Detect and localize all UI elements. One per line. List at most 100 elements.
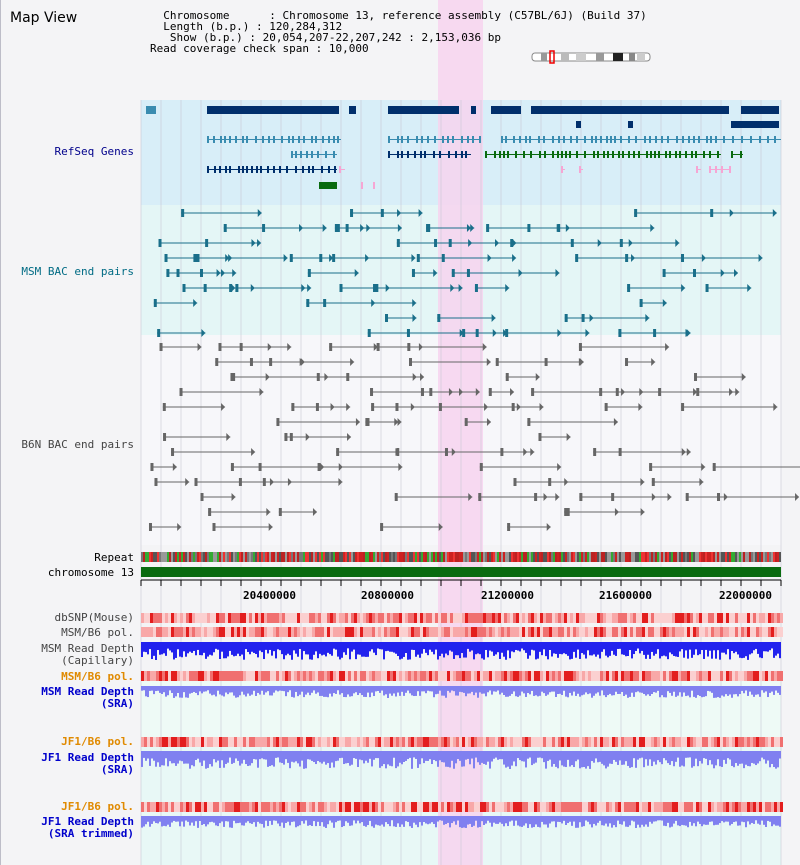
read-depth-bar: [523, 686, 525, 694]
read-depth-bar: [721, 816, 723, 822]
read-depth-bar: [727, 751, 729, 759]
snp-density-mark: [243, 671, 246, 681]
read-depth-bar: [301, 751, 303, 761]
read-depth-bar: [583, 686, 585, 695]
read-depth-bar: [473, 816, 475, 826]
snp-density-mark: [576, 671, 579, 681]
read-depth-bar: [267, 751, 269, 767]
read-depth-bar: [561, 686, 563, 695]
snp-density-mark: [441, 671, 444, 681]
bac-end: [513, 478, 517, 486]
gene-exon: [427, 136, 429, 143]
read-depth-bar: [579, 816, 581, 823]
snp-density-mark: [711, 802, 714, 812]
read-depth-bar: [193, 816, 195, 826]
read-depth-bar: [253, 816, 255, 823]
read-depth-bar: [661, 686, 663, 696]
repeat-mark: [287, 552, 289, 562]
read-depth-bar: [657, 751, 659, 761]
read-depth-bar: [641, 751, 643, 758]
snp-density-mark: [312, 627, 315, 637]
read-depth-bar: [253, 751, 255, 760]
snp-density-mark: [162, 737, 165, 747]
repeat-mark: [379, 552, 381, 562]
gene-exon: [669, 151, 671, 158]
gene-exon: [584, 151, 586, 158]
repeat-mark: [245, 552, 247, 562]
snp-density-mark: [405, 737, 408, 747]
read-depth-bar: [735, 816, 737, 822]
snp-density-mark: [759, 627, 762, 637]
bac-end: [181, 209, 185, 217]
snp-density-mark: [291, 613, 294, 623]
snp-density-mark: [258, 671, 261, 681]
read-depth-bar: [547, 816, 549, 828]
bac-end-arrow: [640, 508, 645, 516]
read-depth-bar: [531, 642, 533, 650]
repeat-mark: [347, 552, 349, 562]
snp-density-mark: [342, 802, 345, 812]
snp-density-mark: [438, 671, 441, 681]
snp-density-mark: [753, 802, 756, 812]
snp-density-mark: [561, 627, 564, 637]
track-label-refseq[interactable]: RefSeq Genes: [54, 145, 134, 158]
snp-density-mark: [528, 737, 531, 747]
read-depth-bar: [747, 686, 749, 696]
snp-density-mark: [564, 802, 567, 812]
read-depth-bar: [543, 642, 545, 650]
snp-density-mark: [744, 802, 747, 812]
bac-end-arrow: [516, 403, 521, 411]
read-depth-bar: [597, 642, 599, 655]
repeat-mark: [403, 552, 405, 562]
snp-density-mark: [435, 613, 438, 623]
snp-density-mark: [633, 737, 636, 747]
snp-density-mark: [579, 627, 582, 637]
read-depth-bar: [607, 751, 609, 767]
snp-density-mark: [681, 737, 684, 747]
read-depth-bar: [719, 816, 721, 824]
read-depth-bar: [703, 751, 705, 759]
track-label-b6n-bac[interactable]: B6N BAC end pairs: [21, 438, 134, 451]
read-depth-bar: [689, 686, 691, 698]
bac-end-arrow: [350, 358, 355, 366]
repeat-mark: [775, 552, 777, 562]
snp-density-mark: [267, 802, 270, 812]
read-depth-bar: [329, 686, 331, 694]
bac-end: [396, 239, 400, 247]
read-depth-bar: [691, 751, 693, 768]
snp-density-mark: [207, 737, 210, 747]
snp-density-mark: [336, 627, 339, 637]
bac-end: [289, 254, 293, 262]
read-depth-bar: [259, 686, 261, 695]
read-depth-bar: [255, 751, 257, 760]
snp-density-mark: [741, 627, 744, 637]
bac-end: [339, 284, 343, 292]
read-depth-bar: [213, 686, 215, 695]
snp-density-mark: [147, 802, 150, 812]
snp-density-mark: [309, 627, 312, 637]
read-depth-bar: [393, 816, 395, 827]
snp-density-mark: [156, 671, 159, 681]
repeat-mark: [511, 552, 513, 562]
bac-end-arrow: [398, 463, 403, 471]
snp-density-mark: [468, 613, 471, 623]
snp-density-mark: [303, 671, 306, 681]
read-depth-bar: [309, 686, 311, 696]
snp-density-mark: [744, 613, 747, 623]
read-depth-bar: [399, 816, 401, 827]
snp-density-mark: [201, 613, 204, 623]
repeat-mark: [601, 552, 603, 562]
snp-density-mark: [468, 737, 471, 747]
read-depth-bar: [425, 816, 427, 824]
read-depth-bar: [593, 686, 595, 696]
gene-block: [349, 106, 356, 114]
snp-density-mark: [702, 802, 705, 812]
repeat-mark: [619, 552, 621, 562]
repeat-mark: [691, 552, 693, 562]
snp-density-mark: [453, 671, 456, 681]
bac-end-arrow: [397, 224, 402, 232]
track-label-msm-bac[interactable]: MSM BAC end pairs: [21, 265, 134, 278]
repeat-mark: [529, 552, 531, 562]
snp-density-mark: [489, 737, 492, 747]
